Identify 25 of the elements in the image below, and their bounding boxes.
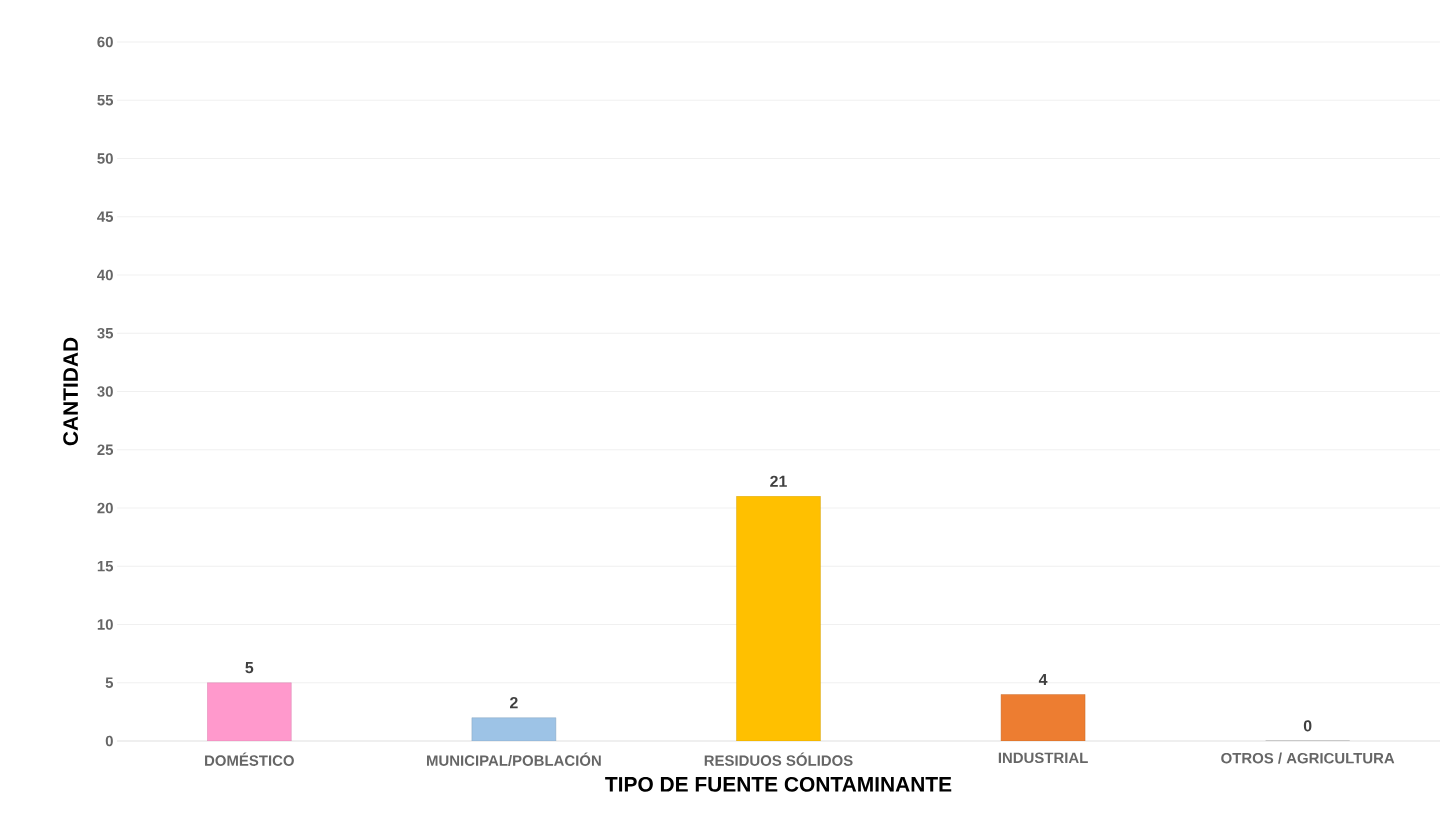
y-tick-label: 35	[97, 327, 114, 339]
y-tick-label: 45	[97, 211, 114, 222]
data-label: 2	[510, 697, 518, 709]
data-label: 4	[1038, 673, 1048, 685]
y-tick-label: 10	[97, 619, 113, 630]
x-tick-label: RESIDUOS SÓLIDOS	[704, 752, 853, 766]
y-tick-label: 30	[97, 386, 113, 397]
data-label: 0	[1303, 720, 1312, 732]
x-axis-title: TIPO DE FUENTE CONTAMINANTE	[605, 776, 952, 792]
x-tick-label: OTROS / AGRICULTURA	[1221, 752, 1395, 764]
x-tick-label: DOMÉSTICO	[205, 752, 294, 766]
y-axis-title: CANTIDAD	[63, 337, 79, 446]
y-tick-label: 40	[97, 269, 113, 281]
y-tick-label: 55	[97, 95, 114, 106]
y-tick-label: 20	[97, 502, 113, 514]
y-tick-label: 5	[105, 677, 114, 688]
data-label: 21	[770, 475, 787, 487]
y-tick-label: 25	[97, 444, 114, 456]
data-label: 5	[245, 662, 254, 674]
x-tick-label: INDUSTRIAL	[998, 752, 1088, 764]
x-tick-label: MUNICIPAL/POBLACIÓN	[427, 752, 601, 767]
y-tick-label: 50	[97, 153, 113, 164]
y-tick-label: 15	[97, 561, 114, 572]
y-tick-label: 0	[105, 735, 113, 747]
y-tick-label: 60	[97, 36, 113, 48]
